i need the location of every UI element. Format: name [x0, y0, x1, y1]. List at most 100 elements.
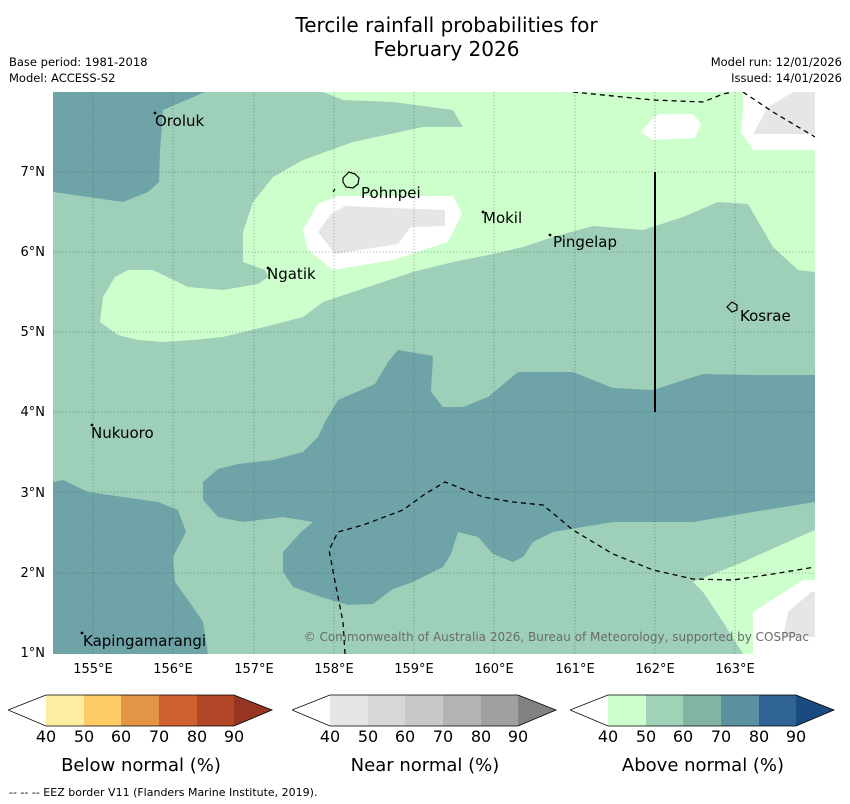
region-above-60-70-northwest: [53, 92, 205, 202]
lon-label-156: 156°E: [153, 662, 193, 677]
legend-below-title: Below normal (%): [61, 755, 221, 776]
lon-label-159: 159°E: [394, 662, 434, 677]
legend-above-swatch-50-60: [646, 695, 683, 726]
lat-label-2: 2°N: [20, 566, 46, 581]
title-line-2: February 2026: [373, 37, 520, 61]
region-above-60-70-southwest: [53, 480, 208, 654]
legend-near-swatch-60-70: [405, 695, 443, 726]
legend-near-swatch-lt40: [292, 695, 330, 726]
legend-below-tick: 80: [186, 727, 208, 746]
lon-label-162: 162°E: [635, 662, 675, 677]
lat-label-4: 4°N: [20, 405, 46, 420]
legend-below-swatch-50-60: [84, 695, 121, 726]
region-above-60-70-central: [203, 350, 815, 605]
eez-border-north: [572, 92, 815, 138]
meta-right: Model run: 12/01/2026 Issued: 14/01/2026: [711, 54, 842, 86]
legend-above-swatch-gt90: [796, 695, 834, 726]
legend-above-tick: 80: [748, 727, 770, 746]
legend-below-tick: 90: [223, 727, 245, 746]
region-near-50-60-se: [783, 592, 815, 637]
legend-near-swatch-gt90: [518, 695, 556, 726]
title-line-1: Tercile rainfall probabilities for: [295, 13, 598, 37]
legend-above-swatch-lt40: [570, 695, 608, 726]
legend-above-swatch-60-70: [683, 695, 721, 726]
island-ngatik-mark: [266, 266, 270, 270]
legend-near-tick: 80: [470, 727, 492, 746]
lat-label-3: 3°N: [20, 486, 46, 501]
place-oroluk: Oroluk: [155, 112, 205, 130]
island-mokil-mark: [481, 210, 485, 214]
lon-label-157: 157°E: [234, 662, 274, 677]
legend-above-title: Above normal (%): [621, 755, 785, 776]
place-kosrae: Kosrae: [740, 307, 791, 325]
meta-left: Base period: 1981-2018 Model: ACCESS-S2: [9, 54, 148, 86]
legend-above-swatch-40-50: [608, 695, 646, 726]
lat-label-7: 7°N: [20, 165, 46, 180]
legend-near-swatch-40-50: [330, 695, 368, 726]
place-ngatik: Ngatik: [267, 265, 316, 283]
legend-above-swatch-80-90: [759, 695, 796, 726]
issued-date: Issued: 14/01/2026: [731, 71, 842, 85]
legend-above-tick: 50: [635, 727, 657, 746]
region-near-50-60-ne: [753, 92, 815, 134]
legend-below-swatch-60-70: [121, 695, 159, 726]
lat-label-5: 5°N: [20, 325, 46, 340]
lat-label-6: 6°N: [20, 245, 46, 260]
lon-label-160: 160°E: [474, 662, 514, 677]
legend-near-swatch-50-60: [368, 695, 405, 726]
graticule: [53, 92, 815, 654]
island-pohnpei-outlier: [332, 188, 336, 193]
lon-label-161: 161°E: [555, 662, 595, 677]
region-near-40-50-east: [641, 114, 701, 140]
base-period: Base period: 1981-2018: [9, 55, 148, 69]
place-nukuoro: Nukuoro: [91, 424, 154, 442]
legend-above-tick: 40: [597, 727, 619, 746]
lon-label-155: 155°E: [73, 662, 113, 677]
legend-near-tick: 60: [394, 727, 416, 746]
island-pingelap-mark: [548, 233, 552, 237]
island-nukuoro-mark: [90, 423, 94, 427]
island-kosrae-shape: [726, 301, 738, 313]
legend-below-tick: 50: [73, 727, 95, 746]
island-kapinga-mark: [80, 631, 84, 635]
legend-below-tick: 60: [110, 727, 132, 746]
place-mokil: Mokil: [483, 209, 523, 227]
legend-above-tick: 90: [785, 727, 807, 746]
legend-near-swatch-80-90: [481, 695, 518, 726]
place-kapingamarangi: Kapingamarangi: [83, 632, 207, 650]
legend-below-swatch-80-90: [197, 695, 234, 726]
legend-below-swatch-40-50: [46, 695, 84, 726]
eez-borders: [328, 92, 815, 654]
legend-below-swatch-gt90: [234, 695, 272, 726]
legend-near-tick: 90: [507, 727, 529, 746]
lat-label-1: 1°N: [20, 646, 46, 661]
region-near-50-60-pohnpei: [318, 206, 445, 254]
island-oroluk-mark: [153, 111, 157, 115]
legend-above-tick: 60: [672, 727, 694, 746]
legend-near-tick: 40: [319, 727, 341, 746]
model-name: Model: ACCESS-S2: [9, 71, 116, 85]
lon-label-158: 158°E: [314, 662, 354, 677]
lon-label-163: 163°E: [715, 662, 755, 677]
legend-near-colorbar: [292, 694, 558, 727]
copyright-credit: © Commonwealth of Australia 2026, Bureau…: [303, 630, 809, 644]
place-pingelap: Pingelap: [553, 233, 618, 251]
legend-below-swatch-lt40: [8, 695, 46, 726]
forecast-map: Oroluk Pohnpei Mokil Pingelap Ngatik Kos…: [53, 92, 815, 654]
legend-below-tick: 70: [148, 727, 170, 746]
model-run: Model run: 12/01/2026: [710, 55, 842, 69]
island-pohnpei-shape: [342, 171, 360, 189]
legend-below-swatch-70-80: [159, 695, 197, 726]
legend-near-title: Near normal (%): [350, 755, 500, 776]
legend-near-tick: 50: [357, 727, 379, 746]
legend-near-tick: 70: [432, 727, 454, 746]
map-svg: [53, 92, 815, 654]
legend-above-swatch-70-80: [721, 695, 759, 726]
legend-near-swatch-70-80: [443, 695, 481, 726]
eez-border-south: [328, 481, 815, 654]
legend-below-tick: 40: [35, 727, 57, 746]
eez-footnote: -- -- -- EEZ border V11 (Flanders Marine…: [9, 786, 318, 799]
place-pohnpei: Pohnpei: [361, 184, 421, 202]
chart-title: Tercile rainfall probabilities for Febru…: [0, 13, 850, 61]
legend-below-colorbar: [8, 694, 274, 727]
